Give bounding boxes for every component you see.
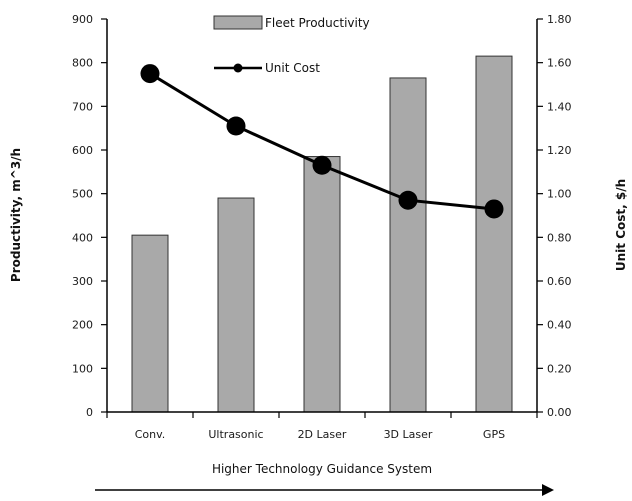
- right-tick-label: 1.40: [547, 100, 572, 113]
- left-tick-label: 400: [72, 231, 93, 244]
- left-tick-label: 700: [72, 100, 93, 113]
- y2-axis-title: Unit Cost, $/h: [614, 179, 628, 271]
- unit-cost-point-3: [398, 190, 418, 210]
- left-tick-label: 200: [72, 319, 93, 332]
- left-tick-label: 0: [86, 406, 93, 419]
- bar-2: [303, 156, 341, 413]
- left-axis-ticks: 0 100 200 300 400 500 600 700 800 900: [72, 13, 107, 419]
- right-tick-label: 1.60: [547, 57, 572, 70]
- bar-3: [389, 77, 427, 413]
- unit-cost-point-2: [312, 155, 332, 175]
- x-tick-label: GPS: [483, 428, 505, 441]
- right-tick-label: 1.20: [547, 144, 572, 157]
- left-tick-label: 100: [72, 362, 93, 375]
- unit-cost-point-0: [140, 64, 160, 84]
- x-tick-label: Conv.: [135, 428, 166, 441]
- legend-swatch-fleet-productivity: [213, 15, 263, 30]
- left-tick-label: 500: [72, 188, 93, 201]
- unit-cost-point-1: [226, 116, 246, 136]
- unit-cost-point-4: [484, 199, 504, 219]
- left-tick-label: 900: [72, 13, 93, 26]
- right-axis-ticks: 0.00 0.20 0.40 0.60 0.80 1.00 1.20 1.40 1.60 1.80: [537, 13, 572, 419]
- line-series-unit-cost: [140, 64, 504, 219]
- bar-4: [475, 55, 513, 413]
- left-tick-label: 800: [72, 57, 93, 70]
- right-tick-label: 0.60: [547, 275, 572, 288]
- x-axis-title: Higher Technology Guidance System: [212, 462, 432, 476]
- right-tick-label: 1.80: [547, 13, 572, 26]
- right-tick-label: 0.40: [547, 319, 572, 332]
- right-tick-label: 0.00: [547, 406, 572, 419]
- legend: Fleet Productivity Unit Cost: [213, 15, 370, 75]
- legend-label-fleet-productivity: Fleet Productivity: [265, 16, 370, 30]
- bar-1: [217, 197, 255, 413]
- bar-0: [131, 234, 169, 413]
- x-axis-ticks: Conv. Ultrasonic 2D Laser 3D Laser GPS: [106, 412, 538, 441]
- left-tick-label: 300: [72, 275, 93, 288]
- x-tick-label: 3D Laser: [384, 428, 433, 441]
- legend-marker-unit-cost: [233, 63, 243, 73]
- right-tick-label: 1.00: [547, 188, 572, 201]
- x-tick-label: 2D Laser: [298, 428, 347, 441]
- legend-label-unit-cost: Unit Cost: [265, 61, 320, 75]
- left-tick-label: 600: [72, 144, 93, 157]
- y-axis-title: Productivity, m^3/h: [9, 148, 23, 282]
- bar-series-fleet-productivity: [131, 55, 513, 413]
- x-tick-label: Ultrasonic: [208, 428, 263, 441]
- right-tick-label: 0.20: [547, 362, 572, 375]
- right-tick-label: 0.80: [547, 231, 572, 244]
